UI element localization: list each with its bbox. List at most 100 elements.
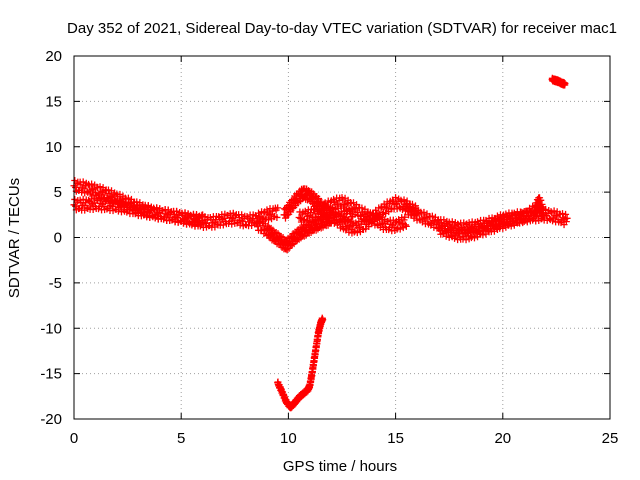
data-point xyxy=(400,196,408,204)
data-point xyxy=(377,221,385,229)
data-point xyxy=(419,215,427,223)
data-point xyxy=(103,205,111,213)
data-point xyxy=(114,207,122,215)
data-point xyxy=(263,206,271,214)
grid xyxy=(74,56,610,419)
data-point xyxy=(311,213,319,221)
data-point xyxy=(561,79,569,87)
data-point xyxy=(538,200,546,208)
data-point xyxy=(563,214,571,222)
y-tick-label: 0 xyxy=(54,230,62,247)
series-arc-afternoon-wave xyxy=(295,194,410,235)
data-point xyxy=(323,202,331,210)
data-point xyxy=(264,216,272,224)
data-point xyxy=(88,180,96,188)
series-arc-lower-morning xyxy=(70,195,282,231)
data-point xyxy=(511,214,519,222)
y-tick-label: -5 xyxy=(49,275,62,292)
y-tick-label: 10 xyxy=(45,139,62,156)
y-tick-label: -20 xyxy=(40,411,62,428)
data-point xyxy=(166,209,174,217)
data-point xyxy=(342,200,350,208)
x-tick-label: 0 xyxy=(70,430,78,447)
data-point xyxy=(104,186,112,194)
x-tick-labels: 0 5 10 15 20 25 xyxy=(70,430,619,447)
data-point xyxy=(73,180,81,188)
data-point xyxy=(179,219,187,227)
data-point xyxy=(420,208,428,216)
data-point xyxy=(562,210,570,218)
data-point xyxy=(451,234,459,242)
data-point xyxy=(422,214,430,222)
data-point xyxy=(274,204,282,212)
x-tick-label: 25 xyxy=(602,430,619,447)
data-point xyxy=(501,220,509,228)
series-arc-negative xyxy=(274,314,327,412)
data-point xyxy=(518,213,526,221)
data-point xyxy=(315,206,323,214)
data-point xyxy=(540,211,548,219)
data-point xyxy=(508,218,516,226)
y-tick-label: 5 xyxy=(54,184,62,201)
data-point xyxy=(444,222,452,230)
data-point xyxy=(537,196,545,204)
x-tick-label: 10 xyxy=(280,430,297,447)
data-point xyxy=(562,218,570,226)
data-point xyxy=(432,221,440,229)
data-point xyxy=(454,220,462,228)
data-point xyxy=(83,204,91,212)
data-point xyxy=(273,213,281,221)
data-point xyxy=(117,203,125,211)
data-point xyxy=(153,204,161,212)
data-point xyxy=(552,212,560,220)
data-point xyxy=(550,207,558,215)
data-point xyxy=(392,194,400,202)
data-point xyxy=(483,223,491,231)
data-point xyxy=(358,204,366,212)
data-point xyxy=(440,216,448,224)
data-point xyxy=(436,226,444,234)
data-point xyxy=(243,213,251,221)
data-point xyxy=(402,221,410,229)
x-tick-label: 20 xyxy=(494,430,511,447)
x-tick-label: 5 xyxy=(177,430,185,447)
data-point xyxy=(186,212,194,220)
series-arc-high xyxy=(548,74,569,89)
data-point xyxy=(86,190,94,198)
data-point xyxy=(387,220,395,228)
data-point xyxy=(473,229,481,237)
data-point xyxy=(497,214,505,222)
y-tick-label: -15 xyxy=(40,366,62,383)
data-point xyxy=(90,185,98,193)
data-point xyxy=(307,209,315,217)
data-point xyxy=(97,199,105,207)
data-point xyxy=(343,217,351,225)
data-point xyxy=(401,213,409,221)
data-point xyxy=(362,212,370,220)
data-point xyxy=(100,191,108,199)
data-point xyxy=(365,223,373,231)
data-point xyxy=(331,205,339,213)
data-point xyxy=(352,205,360,213)
data-point xyxy=(162,210,170,218)
data-point xyxy=(138,204,146,212)
data-point xyxy=(547,208,555,216)
y-axis-label: SDTVAR / TECUs xyxy=(6,178,23,298)
data-point xyxy=(313,207,321,215)
data-point xyxy=(402,222,410,230)
data-point xyxy=(303,217,311,225)
data-points xyxy=(70,74,571,412)
data-point xyxy=(448,218,456,226)
data-point xyxy=(484,227,492,235)
data-point xyxy=(124,198,132,206)
data-point xyxy=(183,214,191,222)
data-point xyxy=(558,217,566,225)
data-point xyxy=(398,220,406,228)
data-point xyxy=(470,234,478,242)
data-point xyxy=(228,220,236,228)
data-point xyxy=(85,196,93,204)
data-point xyxy=(438,223,446,231)
data-point xyxy=(499,224,507,232)
data-point xyxy=(121,199,129,207)
data-point xyxy=(353,229,361,237)
